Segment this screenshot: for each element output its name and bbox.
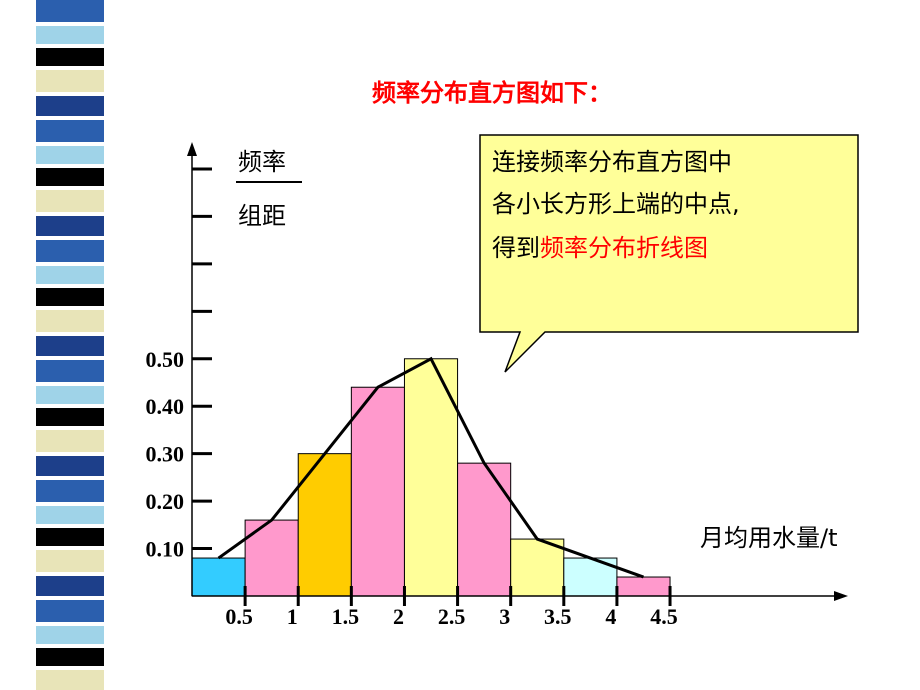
bar (616, 576, 671, 597)
decoration-stripe (36, 0, 104, 690)
x-tick-label: 3.5 (544, 604, 572, 629)
y-tick-label: 0.50 (146, 347, 185, 372)
y-tick-label: 0.10 (146, 537, 185, 562)
bar (457, 462, 512, 597)
frequency-polygon (217, 356, 644, 579)
x-tick-label: 4 (605, 604, 616, 629)
x-label: 月均用水量/t (700, 524, 838, 552)
callout-line: 连接频率分布直方图中 (492, 148, 732, 176)
y-tick-label: 0.20 (146, 489, 185, 514)
callout-line: 各小长方形上端的中点, (492, 190, 740, 218)
bar (244, 519, 299, 597)
callout-text: 得到 (492, 234, 540, 262)
bar (510, 538, 565, 597)
callout-highlight: 频率分布折线图 (540, 234, 708, 262)
callout-line: 得到频率分布折线图 (492, 234, 708, 262)
y-label-bottom: 组距 (238, 202, 286, 230)
x-tick-label: 0.5 (225, 604, 253, 629)
bar (403, 358, 459, 597)
callout-box (479, 134, 859, 373)
x-tick-label: 2 (393, 604, 404, 629)
x-tick-label: 2.5 (438, 604, 466, 629)
x-axis-arrow (834, 591, 848, 601)
y-tick-label: 0.30 (146, 442, 185, 467)
x-tick-label: 3 (499, 604, 510, 629)
bar (350, 386, 405, 597)
y-label-top: 频率 (238, 148, 286, 176)
y-tick-label: 0.40 (146, 394, 185, 419)
x-tick-label: 4.5 (650, 604, 678, 629)
x-tick-label: 1 (287, 604, 298, 629)
y-axis-arrow (187, 142, 197, 156)
bar (191, 557, 246, 597)
chart-title: 频率分布直方图如下： (372, 79, 612, 107)
x-tick-label: 1.5 (332, 604, 360, 629)
